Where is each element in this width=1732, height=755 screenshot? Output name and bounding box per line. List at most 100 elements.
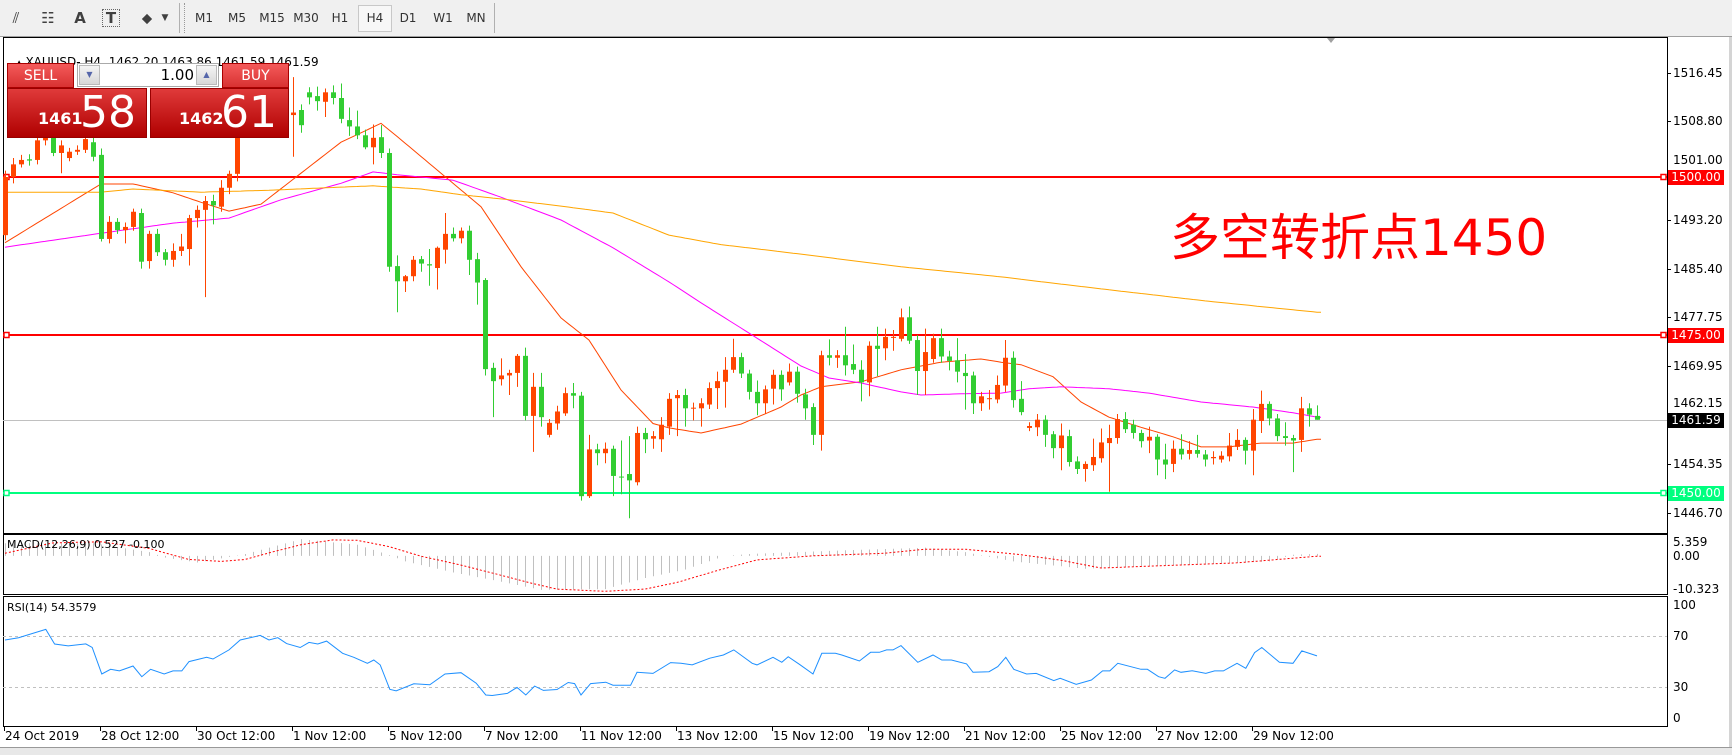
candle-bullish [931, 338, 936, 360]
date-label: 1 Nov 12:00 [293, 729, 367, 743]
buy-price-button[interactable]: 1462 61 [150, 88, 289, 138]
candle-bearish [939, 338, 944, 357]
timeframe-m30[interactable]: M30 [293, 11, 319, 25]
candle-bullish [1299, 408, 1304, 440]
timeframe-h4[interactable]: H4 [358, 5, 392, 32]
rsi-axis-0: 0 [1673, 711, 1681, 725]
buy-price-minor: 61 [221, 87, 277, 138]
chart-shift-marker-icon [1327, 38, 1335, 43]
price-axis-label: 1508.80 [1673, 114, 1723, 128]
candle-bullish [555, 411, 560, 424]
rsi-line [4, 628, 1318, 697]
price-axis-label: 1462.15 [1673, 396, 1723, 410]
fibonacci-fan-icon[interactable]: ☷ [41, 9, 55, 27]
price-axis-label: 1485.40 [1673, 262, 1723, 276]
pivot-annotation: 多空转折点1450 [1170, 209, 1548, 267]
candle-bearish [379, 137, 384, 153]
candle-bearish [115, 221, 120, 231]
volume-input[interactable]: 1.00 [160, 66, 194, 84]
window-border [1729, 37, 1732, 754]
buy-button[interactable]: BUY [222, 63, 289, 88]
date-label: 5 Nov 12:00 [389, 729, 463, 743]
candle-bearish [1075, 461, 1080, 469]
price-axis-label: 1493.20 [1673, 213, 1723, 227]
candle-bullish [403, 276, 408, 282]
sell-price-major: 1461 [38, 109, 83, 128]
candle-bullish [11, 164, 16, 177]
timeframe-w1[interactable]: W1 [433, 11, 453, 25]
text-icon[interactable]: A [74, 9, 86, 27]
candle-bullish [179, 246, 184, 251]
candle-bullish [715, 381, 720, 389]
price-axis-label: 1454.35 [1673, 457, 1723, 471]
date-label: 15 Nov 12:00 [773, 729, 854, 743]
candle-bullish [1027, 426, 1032, 428]
chart-tabs-bar[interactable] [0, 747, 1732, 755]
candle-bearish [1139, 432, 1144, 442]
timeframe-mn[interactable]: MN [466, 11, 486, 25]
volume-stepper[interactable]: ▼ 1.00 ▲ [77, 63, 219, 87]
candle-bullish [123, 226, 128, 231]
chevron-down-icon[interactable]: ▼ [161, 13, 169, 23]
date-label: 7 Nov 12:00 [485, 729, 559, 743]
candle-bullish [515, 355, 520, 373]
candle-bullish [107, 221, 112, 239]
candle-bullish [707, 388, 712, 405]
level-anchor-handle [1660, 173, 1667, 181]
candle-bearish [1291, 438, 1296, 441]
candle-bullish [219, 187, 224, 207]
macd-axis-min: -10.323 [1673, 582, 1720, 596]
fibonacci-expansion-icon[interactable]: ⫽ [12, 9, 20, 27]
candle-bullish [459, 230, 464, 239]
candle-bearish [851, 364, 856, 370]
sell-button[interactable]: SELL [7, 63, 74, 88]
candle-bearish [1283, 436, 1288, 439]
candle-bearish [1179, 448, 1184, 455]
sell-price-button[interactable]: 1461 58 [7, 88, 147, 138]
timeframe-h1[interactable]: H1 [331, 11, 349, 25]
candle-bullish [667, 398, 672, 427]
candle-bullish [1003, 357, 1008, 386]
candle-bearish [99, 154, 104, 239]
timeframe-m15[interactable]: M15 [259, 11, 285, 25]
candle-bullish [147, 233, 152, 262]
volume-decrease-icon[interactable]: ▼ [79, 65, 100, 85]
candle-bearish [827, 355, 832, 358]
candle-bearish [795, 371, 800, 394]
candle-bearish [907, 317, 912, 341]
text-label-icon[interactable]: T [102, 9, 120, 27]
candle-bullish [1099, 442, 1104, 459]
candle-bearish [643, 432, 648, 440]
candle-bearish [747, 373, 752, 392]
candle-bullish [531, 386, 536, 416]
candle-bearish [163, 252, 168, 260]
toolbar-grip[interactable] [184, 3, 186, 33]
toolbar-separator [179, 3, 180, 33]
candle-bearish [739, 357, 744, 374]
candle-bearish [1307, 408, 1312, 415]
rsi-title: RSI(14) 54.3579 [7, 601, 97, 614]
candle-bullish [1107, 438, 1112, 444]
candle-bearish [315, 96, 320, 102]
candle-bullish [771, 374, 776, 389]
candle-bearish [387, 152, 392, 267]
macd-title: MACD(12,26,9) 0.527 -0.100 [7, 538, 165, 551]
candle-bearish [539, 386, 544, 418]
candle-bearish [875, 345, 880, 349]
candle-bullish [923, 352, 928, 372]
price-axis-label: 1469.95 [1673, 359, 1723, 373]
arrows-icon[interactable]: ⬥ [141, 9, 153, 27]
candle-bearish [1163, 459, 1168, 465]
price-axis-label: 1516.45 [1673, 66, 1723, 80]
timeframe-d1[interactable]: D1 [399, 11, 417, 25]
level-tag-1450: 1450.00 [1668, 486, 1724, 501]
timeframe-m5[interactable]: M5 [228, 11, 246, 25]
candle-bullish [1059, 435, 1064, 449]
candle-bearish [483, 280, 488, 370]
volume-increase-icon[interactable]: ▲ [196, 65, 217, 85]
candle-bullish [235, 113, 240, 174]
candle-bearish [683, 395, 688, 409]
candle-bearish [779, 374, 784, 390]
timeframe-m1[interactable]: M1 [195, 11, 213, 25]
candle-bullish [67, 151, 72, 159]
